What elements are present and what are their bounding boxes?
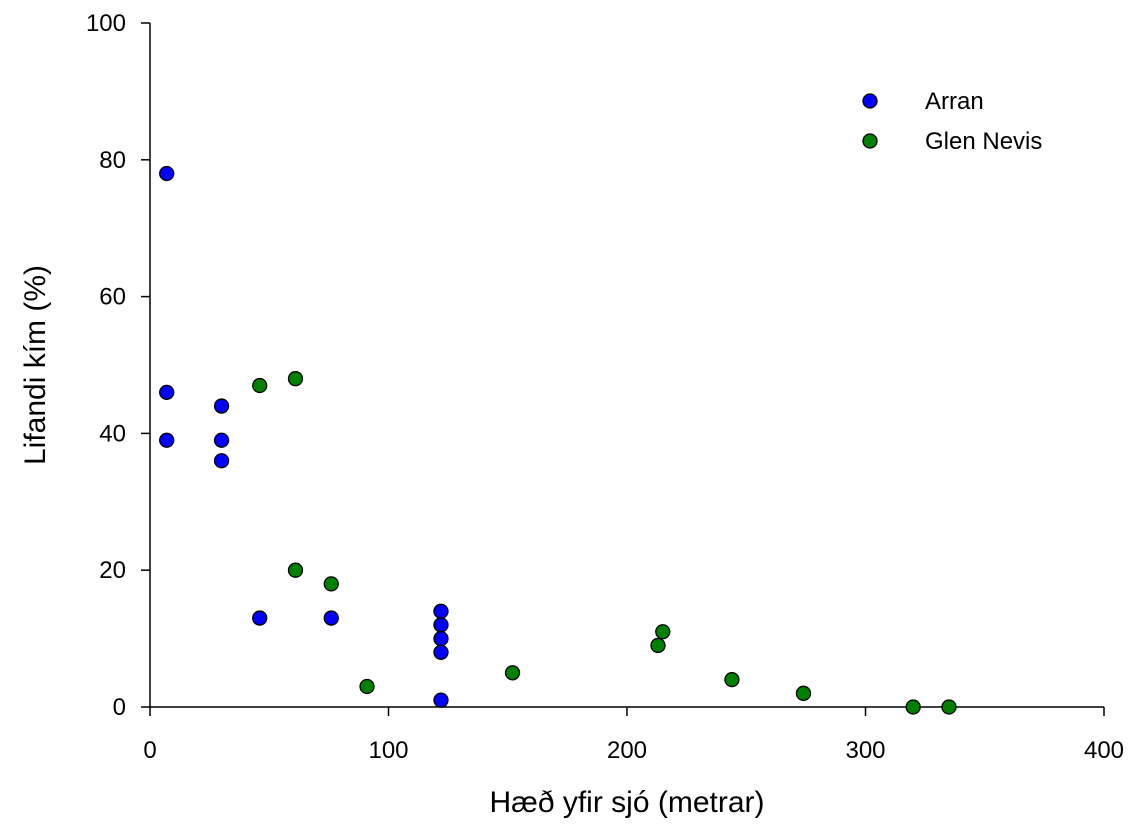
data-point-glen-nevis — [252, 377, 268, 394]
legend-label: Glen Nevis — [925, 128, 1042, 155]
y-tick-label: 20 — [99, 557, 126, 584]
data-point-arran — [159, 432, 175, 448]
data-point-arran — [433, 692, 449, 708]
x-tick-label: 300 — [845, 737, 885, 764]
x-axis-title: Hæð yfir sjó (metrar) — [489, 786, 764, 819]
data-point-arran — [433, 644, 449, 660]
legend: Arran Glen Nevis — [862, 88, 1042, 155]
data-point-arran — [433, 603, 449, 619]
y-tick-label: 0 — [113, 694, 126, 721]
data-point-glen-nevis — [504, 665, 521, 681]
data-point-arran — [433, 630, 449, 647]
data-point-glen-nevis — [287, 371, 304, 387]
y-tick-label: 60 — [99, 284, 126, 311]
data-point-arran — [213, 398, 230, 414]
x-tick-label: 0 — [143, 737, 156, 764]
data-point-glen-nevis — [655, 624, 671, 640]
y-ticks: 0 20 40 60 80 100 — [86, 10, 150, 721]
data-point-glen-nevis — [724, 671, 740, 688]
y-axis-title: Lifandi kím (%) — [19, 265, 52, 465]
x-tick-label: 100 — [368, 737, 408, 764]
legend-marker — [862, 93, 878, 109]
x-tick-label: 400 — [1084, 737, 1124, 764]
data-point-arran — [252, 610, 268, 626]
y-tick-label: 80 — [99, 147, 126, 174]
y-tick-label: 40 — [99, 420, 126, 447]
data-point-arran — [159, 165, 175, 182]
data-points — [159, 165, 957, 715]
y-tick-label: 100 — [86, 10, 126, 37]
x-ticks: 0 100 200 300 400 — [143, 707, 1124, 764]
axes: 0 20 40 60 80 100 0 100 200 300 400 — [86, 10, 1124, 764]
data-point-glen-nevis — [905, 699, 921, 715]
data-point-arran — [213, 432, 230, 448]
data-point-glen-nevis — [287, 562, 304, 578]
data-point-arran — [433, 617, 449, 633]
legend-label: Arran — [925, 88, 984, 115]
data-point-glen-nevis — [323, 576, 339, 592]
data-point-arran — [159, 384, 175, 401]
data-point-arran — [323, 610, 339, 626]
data-point-glen-nevis — [941, 699, 957, 715]
legend-marker — [862, 133, 878, 149]
data-point-glen-nevis — [359, 678, 375, 695]
data-point-glen-nevis — [650, 637, 666, 654]
x-tick-label: 200 — [607, 737, 647, 764]
data-point-arran — [213, 453, 230, 469]
data-point-glen-nevis — [795, 685, 812, 701]
